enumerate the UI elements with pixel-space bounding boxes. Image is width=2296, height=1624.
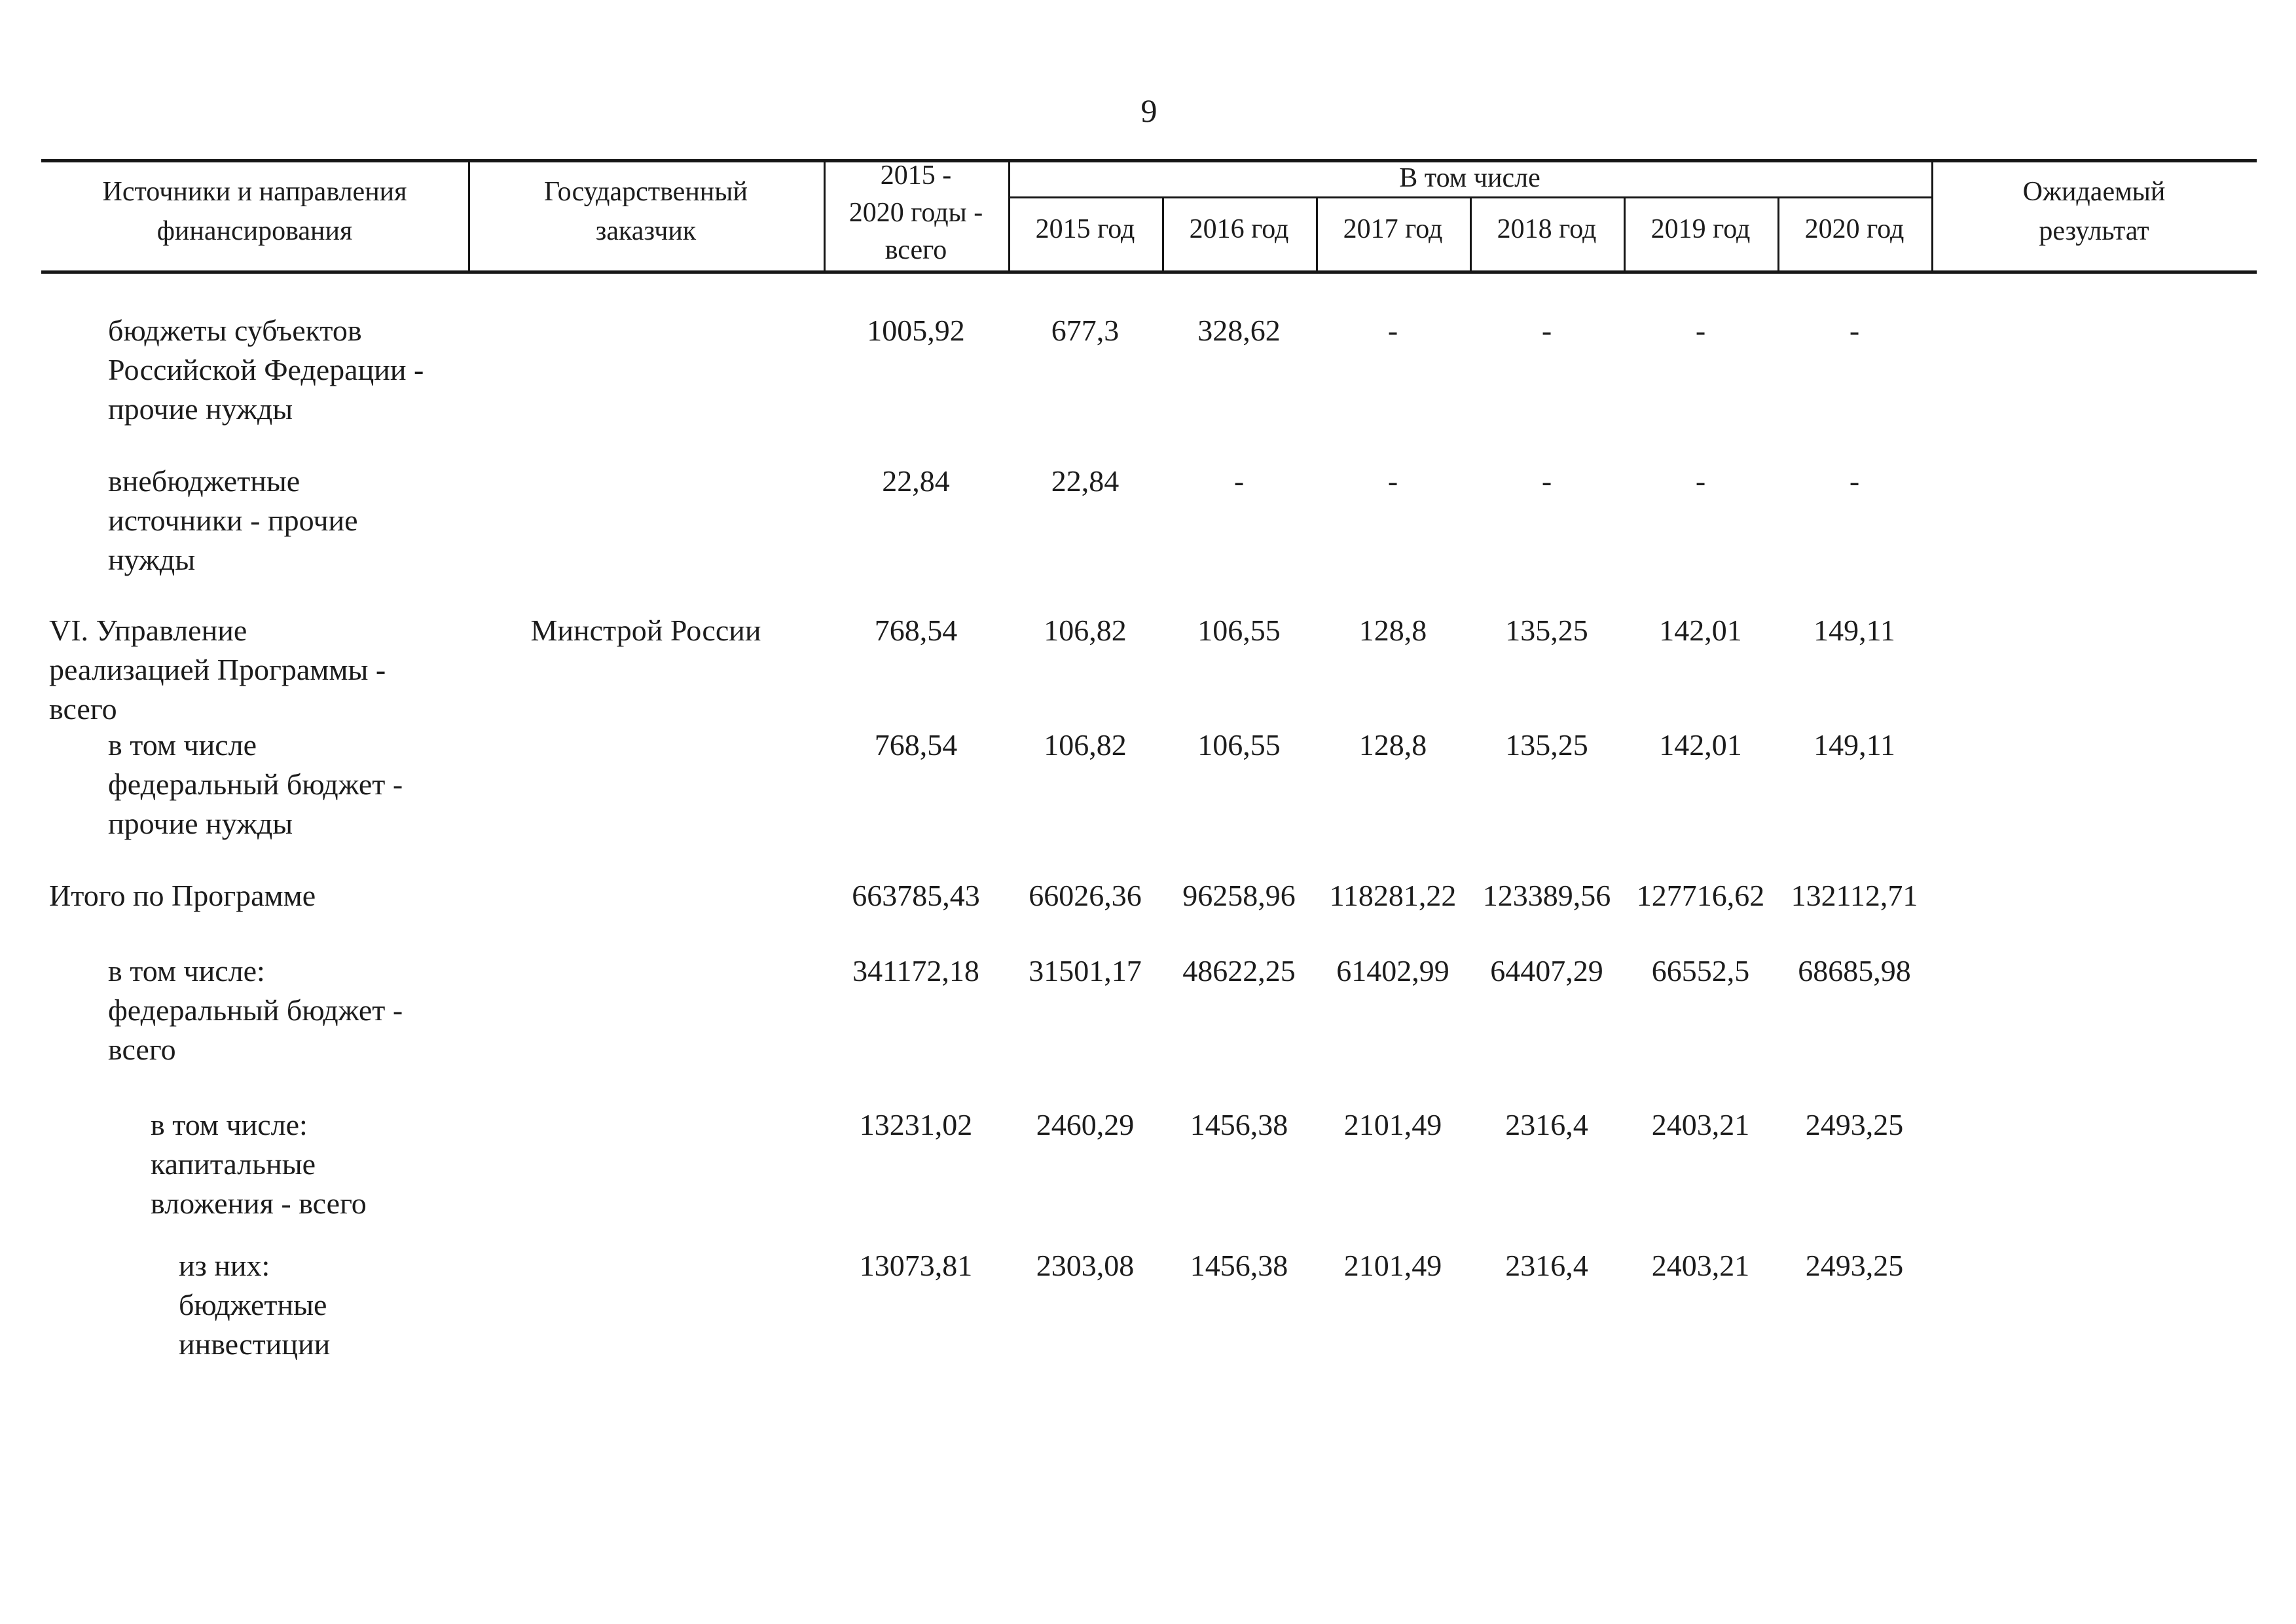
divider-total-years — [1008, 159, 1010, 272]
cell-customer: Минстрой России — [530, 614, 761, 647]
cell-year: 106,82 — [1044, 614, 1127, 647]
header-year-2019: 2019 год — [1650, 214, 1751, 244]
header-including: В том числе — [1399, 163, 1540, 193]
cell-year: - — [1541, 314, 1552, 347]
cell-year: 2460,29 — [1036, 1108, 1135, 1141]
header-year-2017: 2017 год — [1343, 214, 1443, 244]
row-label: в том числе федеральный бюджет - прочие … — [108, 728, 403, 840]
cell-year: 142,01 — [1659, 614, 1742, 647]
cell-year: 2493,25 — [1805, 1249, 1904, 1282]
cell-year: - — [1233, 464, 1245, 498]
cell-year: - — [1387, 314, 1398, 347]
divider-2019-2020 — [1777, 198, 1779, 272]
cell-year: 132112,71 — [1791, 879, 1918, 912]
cell-year: - — [1695, 464, 1706, 498]
cell-year: 142,01 — [1659, 728, 1742, 762]
table-border-header-bottom — [41, 270, 2257, 274]
divider-2018-2019 — [1624, 198, 1626, 272]
cell-year: 1456,38 — [1190, 1249, 1288, 1282]
row-label: в том числе: капитальные вложения - всег… — [151, 1108, 367, 1220]
cell-total: 13073,81 — [859, 1249, 973, 1282]
cell-year: 2316,4 — [1505, 1249, 1588, 1282]
header-year-2020: 2020 год — [1804, 214, 1904, 244]
header-year-2016: 2016 год — [1189, 214, 1289, 244]
including-underline — [1008, 196, 1931, 198]
cell-year: 149,11 — [1813, 728, 1895, 762]
cell-year: - — [1541, 464, 1552, 498]
cell-total: 22,84 — [882, 464, 950, 498]
cell-year: 66026,36 — [1029, 879, 1142, 912]
header-total: 2015 - 2020 годы - всего — [848, 160, 983, 265]
divider-2017-2018 — [1470, 198, 1472, 272]
cell-year: 149,11 — [1813, 614, 1895, 647]
row-label: внебюджетные источники - прочие нужды — [108, 464, 358, 576]
cell-year: 2403,21 — [1651, 1249, 1750, 1282]
cell-year: 61402,99 — [1336, 954, 1449, 987]
cell-year: 106,55 — [1197, 728, 1281, 762]
cell-year: 2493,25 — [1805, 1108, 1904, 1141]
cell-year: 123389,56 — [1482, 879, 1611, 912]
cell-year: 128,8 — [1358, 728, 1427, 762]
divider-2016-2017 — [1316, 198, 1318, 272]
cell-year: 128,8 — [1358, 614, 1427, 647]
cell-year: - — [1695, 314, 1706, 347]
divider-years-expected — [1931, 159, 1933, 272]
header-year-2015: 2015 год — [1035, 214, 1135, 244]
row-label: в том числе: федеральный бюджет - всего — [108, 954, 403, 1066]
cell-year: 1456,38 — [1190, 1108, 1288, 1141]
cell-year: - — [1387, 464, 1398, 498]
cell-year: 135,25 — [1505, 614, 1588, 647]
divider-2015-2016 — [1162, 198, 1164, 272]
cell-year: 22,84 — [1051, 464, 1120, 498]
cell-year: 2101,49 — [1343, 1108, 1442, 1141]
cell-year: 96258,96 — [1182, 879, 1296, 912]
divider-sources-customer — [468, 159, 470, 272]
cell-year: 31501,17 — [1029, 954, 1142, 987]
cell-total: 1005,92 — [867, 314, 965, 347]
cell-year: 677,3 — [1051, 314, 1120, 347]
page-number: 9 — [1140, 92, 1157, 129]
cell-year: 64407,29 — [1490, 954, 1603, 987]
cell-total: 768,54 — [874, 728, 958, 762]
cell-year: 106,55 — [1197, 614, 1281, 647]
cell-year: 2101,49 — [1343, 1249, 1442, 1282]
header-expected-result: Ожидаемый результат — [2022, 177, 2166, 246]
header-year-2018: 2018 год — [1497, 214, 1597, 244]
table-border-top — [41, 159, 2257, 162]
cell-year: - — [1849, 464, 1860, 498]
cell-total: 341172,18 — [852, 954, 979, 987]
header-sources: Источники и направления финансирования — [102, 177, 407, 246]
row-label-total-program: Итого по Программе — [49, 879, 316, 912]
cell-year: 127716,62 — [1636, 879, 1765, 912]
cell-year: 68685,98 — [1798, 954, 1911, 987]
row-label: VI. Управление реализацией Программы - в… — [49, 614, 386, 726]
cell-year: 66552,5 — [1651, 954, 1750, 987]
cell-year: 48622,25 — [1182, 954, 1296, 987]
row-label: бюджеты субъектов Российской Федерации -… — [108, 314, 424, 426]
cell-year: 106,82 — [1044, 728, 1127, 762]
divider-customer-total — [824, 159, 826, 272]
cell-year: 118281,22 — [1329, 879, 1457, 912]
cell-year: 2303,08 — [1036, 1249, 1135, 1282]
cell-total: 13231,02 — [859, 1108, 973, 1141]
cell-year: 135,25 — [1505, 728, 1588, 762]
cell-year: 328,62 — [1197, 314, 1281, 347]
cell-year: 2316,4 — [1505, 1108, 1588, 1141]
cell-year: - — [1849, 314, 1860, 347]
cell-total: 768,54 — [874, 614, 958, 647]
cell-total: 663785,43 — [852, 879, 980, 912]
row-label: из них: бюджетные инвестиции — [179, 1249, 331, 1361]
cell-year: 2403,21 — [1651, 1108, 1750, 1141]
header-customer: Государственный заказчик — [544, 177, 748, 246]
